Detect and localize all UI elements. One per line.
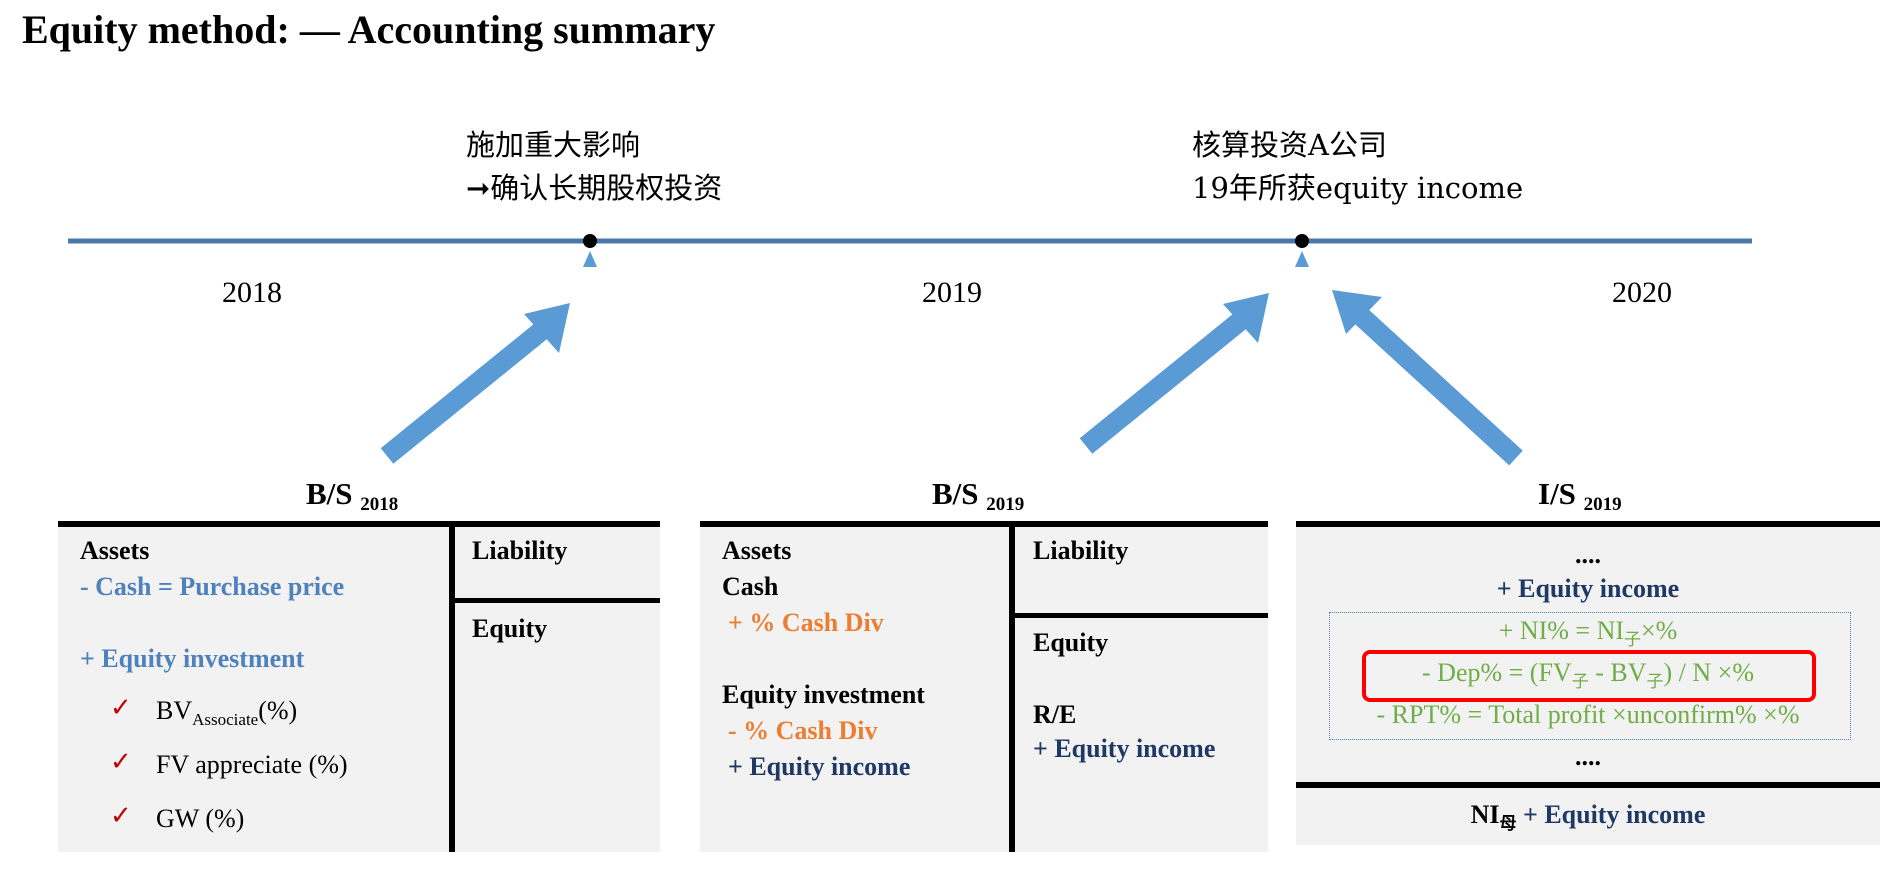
bs2019-assets: Assets (722, 536, 792, 565)
bs2018-top-rule (58, 521, 660, 527)
is2019-rpt-line: - RPT% = Total profit ×unconfirm% ×% (1376, 700, 1800, 729)
bs2018-bv-pct: (%) (258, 696, 298, 725)
arrow-is2019-shaft (1355, 309, 1523, 466)
is2019-title-text: I/S (1538, 476, 1576, 511)
is2019-ni-line: + NI% = NI子×% (1296, 616, 1880, 650)
is2019-ni-parent: NI (1470, 800, 1500, 829)
bs2018-check-1-icon: ✓ (110, 693, 132, 722)
year-2020: 2020 (1612, 276, 1672, 309)
bs2019-liability: Liability (1033, 536, 1129, 565)
event-1-line1: 施加重大影响 (466, 128, 641, 162)
is2019-ni-post: ×% (1641, 616, 1678, 645)
event-2-line1: 核算投资A公司 (1192, 128, 1387, 162)
bs2018-right-rule (452, 598, 660, 603)
arrow-bs2019-head (1223, 293, 1269, 343)
bs2018-bv-item: BVAssociate(%) (156, 696, 297, 730)
arrow-bs2018-head (524, 303, 570, 353)
bs2018-liability: Liability (472, 536, 568, 565)
bs2019-top-rule (700, 521, 1268, 527)
bs2018-bv-sub: Associate (192, 710, 259, 729)
is2019-equity-income-breakdown-box (1329, 612, 1851, 740)
bs2019-title-year: 2019 (986, 494, 1025, 515)
event-1-label: 施加重大影响 ➞确认长期股权投资 (466, 124, 722, 210)
bs2019-divider (1009, 521, 1015, 852)
is2019-equity-income: + Equity income (1496, 574, 1680, 603)
is2019-ni-parent-line: NI母 + Equity income (1296, 800, 1880, 834)
is2019-title-year: 2019 (1583, 494, 1622, 515)
arrow-is2019-head (1332, 290, 1382, 334)
bs2019-title: B/S 2019 (932, 476, 1024, 516)
is2019-dep-highlight-box (1362, 650, 1816, 702)
bs2018-title: B/S 2018 (306, 476, 398, 516)
bs2019-title-text: B/S (932, 476, 979, 511)
is2019-ni-sub: 子 (1624, 630, 1642, 649)
bs2019-panel (700, 525, 1268, 852)
year-2019: 2019 (922, 276, 982, 309)
bs2019-cash-div-plus: + % Cash Div (728, 608, 884, 637)
page-title: Equity method: — Accounting summary (22, 7, 716, 52)
bs2018-equity-investment: + Equity investment (80, 644, 305, 673)
is2019-dep-line: - Dep% = (FV子 - BV子) / N ×% (1296, 658, 1880, 692)
is2019-panel (1296, 525, 1880, 845)
is2019-ni-pre: + NI% = NI (1498, 616, 1625, 645)
event-pointer-1 (583, 251, 597, 267)
is2019-dep-sub1: 子 (1571, 672, 1589, 691)
is2019-top-rule (1296, 521, 1880, 527)
bs2018-check-3-icon: ✓ (110, 801, 132, 830)
is2019-dots-bottom: .... (1575, 742, 1601, 771)
bs2018-title-year: 2018 (360, 494, 399, 515)
year-2018: 2018 (222, 276, 282, 309)
bs2019-re: R/E (1033, 700, 1077, 729)
bs2018-check-2-icon: ✓ (110, 747, 132, 776)
bs2018-title-text: B/S (306, 476, 353, 511)
event-2-line2: 19年所获equity income (1192, 171, 1524, 205)
is2019-dots-top: .... (1575, 540, 1601, 569)
event-marker-1 (583, 234, 597, 248)
bs2019-right-rule (1012, 613, 1268, 618)
bs2018-bv: BV (156, 696, 193, 725)
event-marker-2 (1295, 234, 1309, 248)
is2019-dep-post: ) / N ×% (1663, 658, 1754, 687)
bs2019-cash-div-minus: - % Cash Div (728, 716, 878, 745)
bs2018-divider (449, 521, 455, 852)
bs2019-re-equity-income: + Equity income (1033, 734, 1216, 763)
bs2019-cash: Cash (722, 572, 779, 601)
bs2019-equity-investment: Equity investment (722, 680, 925, 709)
is2019-dep-mid: - BV (1588, 658, 1647, 687)
is2019-bottom-rule (1296, 782, 1880, 788)
bs2018-panel (58, 525, 660, 852)
is2019-ni-parent-sub: 母 (1499, 814, 1517, 833)
bs2018-equity: Equity (472, 614, 548, 643)
is2019-dep-pre: - Dep% = (FV (1422, 658, 1572, 687)
event-2-label: 核算投资A公司 19年所获equity income (1192, 124, 1523, 210)
bs2019-equity-income: + Equity income (728, 752, 911, 781)
is2019-dep-sub2: 子 (1646, 672, 1664, 691)
arrow-bs2019-shaft (1079, 309, 1252, 454)
bs2018-assets: Assets (80, 536, 150, 565)
is2019-ni-parent-income: + Equity income (1516, 800, 1706, 829)
bs2019-equity: Equity (1033, 628, 1109, 657)
event-pointer-2 (1295, 251, 1309, 267)
is2019-title: I/S 2019 (1538, 476, 1622, 516)
bs2018-fv-item: FV appreciate (%) (156, 750, 348, 779)
arrow-bs2018-shaft (380, 319, 553, 464)
bs2018-cash: - Cash = Purchase price (80, 572, 345, 601)
bs2018-gw-item: GW (%) (156, 804, 245, 833)
event-1-line2: ➞确认长期股权投资 (466, 171, 723, 205)
